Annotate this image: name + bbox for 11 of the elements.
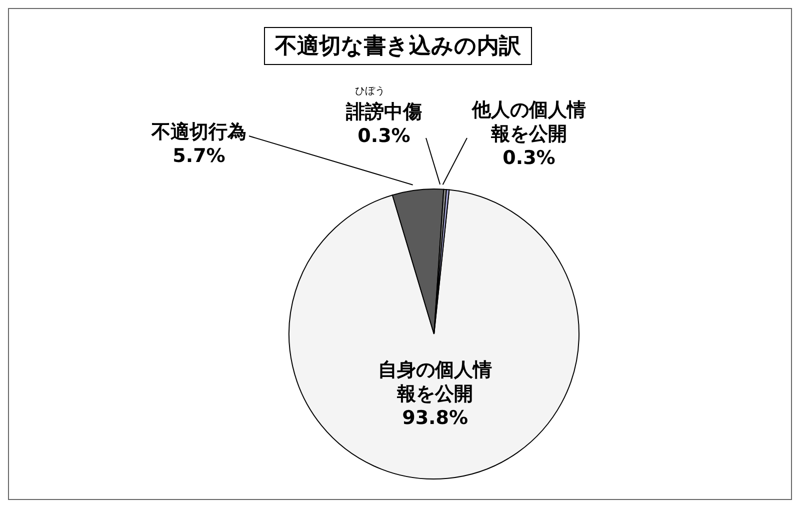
data-label: 5.7% [172, 145, 226, 167]
text: ひぼう [355, 86, 385, 97]
data-label: 0.3% [502, 147, 556, 169]
pie-slice [288, 189, 580, 480]
chart-title: 不適切な書き込みの内訳 [264, 27, 532, 65]
data-label: 0.3% [358, 125, 410, 147]
slice-label: 他人の個人情報を公開 [471, 99, 586, 145]
slice-label: 不適切行為 [150, 121, 246, 143]
slice-label: 自身の個人情報を公開 [378, 358, 492, 405]
slice-label: 誹謗中傷 [345, 101, 422, 123]
data-label: 93.8% [402, 406, 468, 429]
